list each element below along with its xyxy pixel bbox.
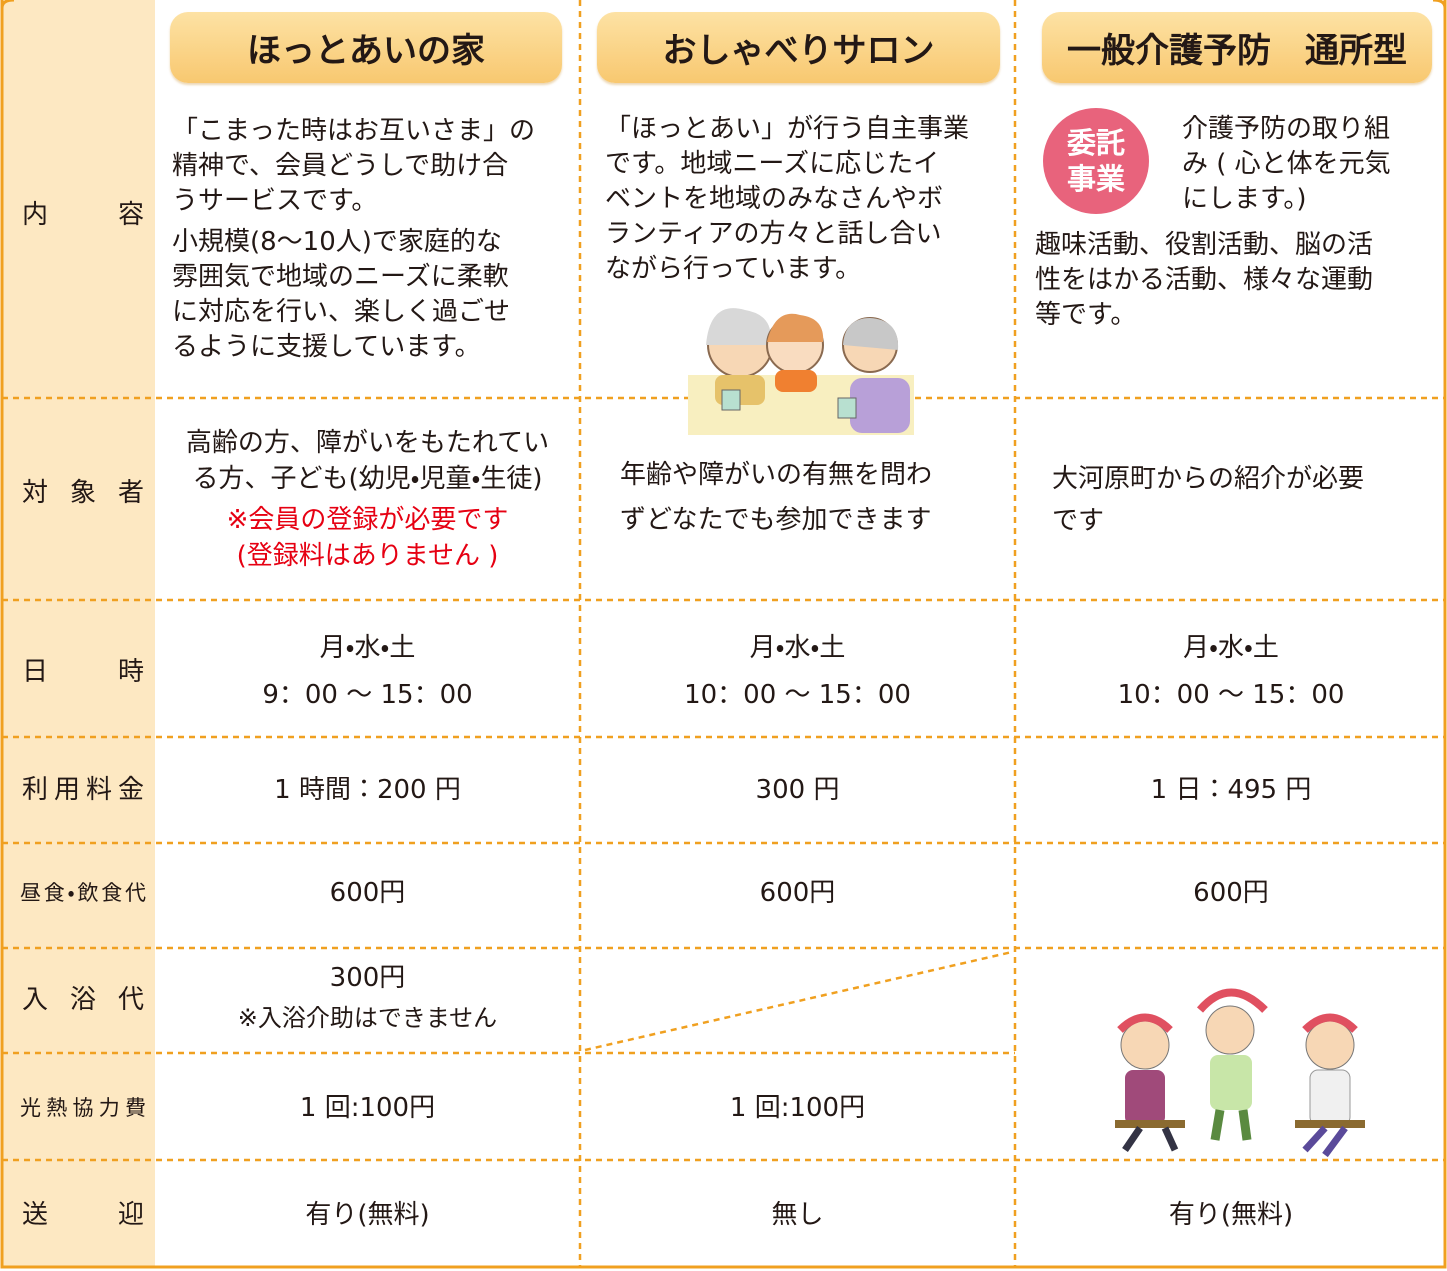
towel <box>1117 1013 1173 1033</box>
body <box>850 378 910 433</box>
row-label: 昼食・飲食代 <box>20 881 146 905</box>
chair <box>1115 1120 1185 1128</box>
hair <box>843 318 899 350</box>
cell-text: ベントを地域のみなさんやボ <box>605 184 944 214</box>
legs <box>1210 1109 1252 1141</box>
cell-text: に対応を行い、楽しく過ごせ <box>172 297 511 327</box>
cell-text: 1 回:100円 <box>729 1093 866 1123</box>
cell-text: 年齢や障がいの有無を問わ <box>620 460 933 490</box>
cell-text: 介護予防の取り組 <box>1182 114 1391 144</box>
badge-line: 事業 <box>1066 162 1125 196</box>
hair <box>767 313 824 342</box>
cell-text: 1 時間：200 円 <box>274 775 461 805</box>
badge-line: 委託 <box>1066 126 1125 160</box>
cell-text: にします。) <box>1182 184 1307 214</box>
cell-text: 有り(無料) <box>305 1200 430 1230</box>
row-label: 入浴代 <box>22 985 144 1015</box>
cell-text: 10：00 ～ 15：00 <box>684 680 911 710</box>
cell-text: 9：00 ～ 15：00 <box>262 680 473 710</box>
cell-text: (登録料はありません ) <box>236 541 499 571</box>
cup <box>721 389 741 411</box>
cell-text: 300 円 <box>755 775 840 805</box>
cell-text: るように支援しています。 <box>172 332 481 362</box>
body <box>1125 1070 1165 1125</box>
cell-text: 10：00 ～ 15：00 <box>1117 680 1345 710</box>
towel <box>1302 1013 1358 1033</box>
cell-text: 月・水・土 <box>1183 633 1279 663</box>
towel <box>1196 988 1268 1013</box>
column-header: おしゃべりサロン <box>597 12 1000 83</box>
head <box>1305 1020 1355 1070</box>
cell-text: る方、子ども(幼児・児童・生徒) <box>192 464 543 494</box>
row-label: 日時 <box>22 657 144 687</box>
cell-text: です <box>1052 506 1105 536</box>
legs <box>1302 1125 1348 1158</box>
cell-text: うサービスです。 <box>172 186 378 216</box>
cell-text: 高齢の方、障がいをもたれてい <box>185 428 550 458</box>
label-column <box>2 0 155 1266</box>
illustration-exercise <box>1115 988 1365 1158</box>
cell-text: 無し <box>771 1200 824 1230</box>
body <box>775 370 817 392</box>
cell-text: 月・水・土 <box>319 633 416 663</box>
cell-text: 性をはかる活動、様々な運動 <box>1035 265 1374 295</box>
row-label: 送迎 <box>22 1200 144 1230</box>
row-label: 対象者 <box>22 478 144 508</box>
badge: 委託 事業 <box>1043 108 1149 214</box>
row-label: 光熱協力費 <box>20 1096 146 1120</box>
cell-text: 「ほっとあい」が行う自主事業 <box>605 114 970 144</box>
body <box>1210 1055 1252 1110</box>
head <box>1205 1005 1255 1055</box>
cell-text: 有り(無料) <box>1168 1200 1294 1230</box>
cell-text: ランティアの方々と話し合い <box>605 219 942 249</box>
column-header: 一般介護予防 通所型 <box>1042 12 1432 83</box>
cell-text: 600円 <box>329 878 406 908</box>
cell-text: 大河原町からの紹介が必要 <box>1052 464 1365 494</box>
hair <box>706 308 771 345</box>
cell-text: 300円 <box>329 963 406 993</box>
cell-text: 精神で、会員どうしで助け合 <box>172 151 509 181</box>
frame-corner <box>0 0 1447 9</box>
chair <box>1295 1120 1365 1128</box>
cell-text: 「こまった時はお互いさま」の <box>172 116 535 146</box>
cell-text: です。地域ニーズに応じたイ <box>605 149 940 179</box>
cell-text: ながら行っています。 <box>605 254 862 284</box>
row-label: 内容 <box>22 200 144 230</box>
cell-text: 月・水・土 <box>749 633 846 663</box>
cup <box>837 397 857 419</box>
cell-text: ※入浴介助はできません <box>237 1004 498 1032</box>
cell-text: ※会員の登録が必要です <box>226 505 509 535</box>
illustration-talking <box>688 308 914 435</box>
cell-text: 1 日：495 円 <box>1150 775 1312 805</box>
body <box>1309 1069 1351 1126</box>
column-header: ほっとあいの家 <box>170 12 562 83</box>
cell-text: 趣味活動、役割活動、脳の活 <box>1035 230 1374 260</box>
head <box>1120 1020 1170 1070</box>
cell-text: 雰囲気で地域のニーズに柔軟 <box>172 262 509 292</box>
cell-text: 600円 <box>1193 878 1269 908</box>
cell-text: 等です。 <box>1035 300 1137 330</box>
cell-text: 小規模(8～10人)で家庭的な <box>172 227 502 257</box>
cell-text: み ( 心と体を元気 <box>1182 149 1391 179</box>
legs <box>1122 1126 1179 1152</box>
cell-text: 600円 <box>759 878 836 908</box>
cell-text: ずどなたでも参加できます <box>620 505 932 535</box>
cell-text: 1 回:100円 <box>299 1093 436 1123</box>
row-label: 利用料金 <box>22 775 144 805</box>
diagonal-line <box>584 950 1013 1052</box>
